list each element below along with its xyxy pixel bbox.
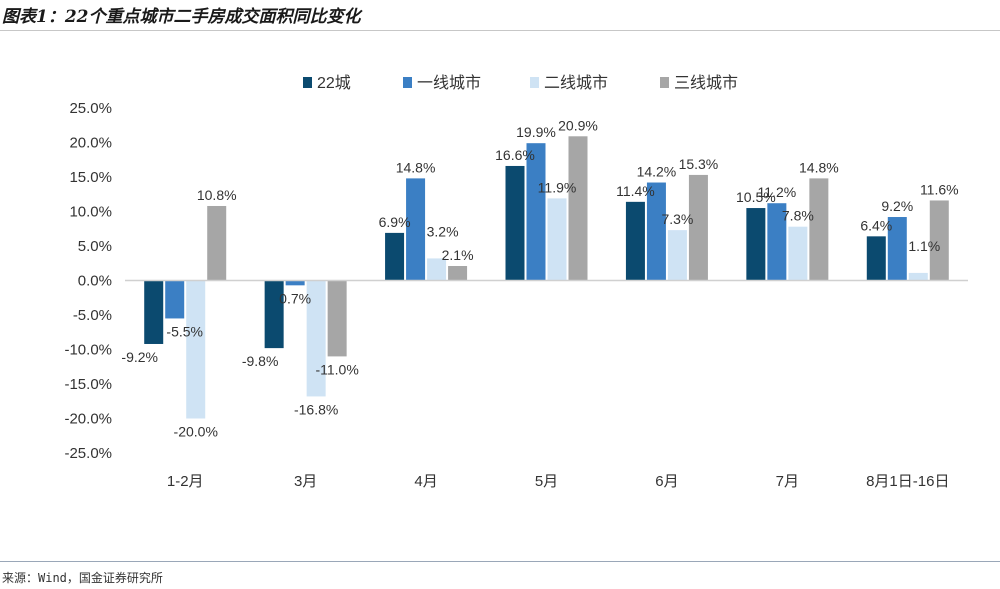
data-label: 10.8% (197, 187, 237, 203)
y-tick-label: 15.0% (69, 169, 112, 186)
x-tick-label: 1-2月 (167, 473, 204, 490)
y-tick-label: 0.0% (78, 273, 112, 290)
y-tick-label: -5.0% (73, 307, 112, 324)
bar (568, 136, 588, 281)
y-tick-label: 5.0% (78, 238, 112, 255)
figure-title: 图表1：22个重点城市二手房成交面积同比变化 (2, 7, 361, 27)
data-label: 11.9% (538, 179, 577, 195)
data-label: 0.7% (279, 290, 311, 306)
x-tick-label: 4月 (414, 473, 437, 490)
data-label: 6.4% (860, 217, 892, 233)
legend-swatch (530, 77, 539, 88)
bar (887, 217, 907, 281)
data-label-group: -9.2% -9.8% 6.9% 16.6% 11.4% 10.5% 6.4% -5.5% 0.… (121, 117, 958, 439)
data-label: 19.9% (516, 124, 556, 140)
data-label: 11.2% (758, 184, 797, 200)
bar (207, 205, 227, 281)
y-tick-label: -20.0% (64, 411, 112, 428)
legend-label: 22城 (317, 74, 351, 92)
bar (767, 203, 787, 281)
y-tick-label: -10.0% (64, 342, 112, 359)
data-label: 14.8% (396, 159, 436, 175)
data-label: 14.8% (799, 159, 839, 175)
bar (667, 230, 687, 281)
data-label: 11.4% (616, 183, 655, 199)
bar (505, 165, 525, 281)
legend-swatch (660, 77, 669, 88)
x-tick-label: 5月 (535, 473, 558, 490)
source-note: 来源：Wind，国金证券研究所 (2, 571, 163, 585)
bar (688, 174, 708, 281)
x-axis: 1-2月 3月 4月 5月 6月 7月 8月1日-16日 (125, 279, 968, 490)
bar (327, 280, 347, 357)
data-label: 14.2% (637, 164, 677, 180)
bar-chart: 22城 一线城市 二线城市 三线城市 25.0% 20.0% 15.0% 10.0% 5.0%… (64, 74, 968, 490)
bar (306, 280, 326, 397)
data-label: 6.9% (379, 214, 411, 230)
bar (144, 280, 164, 344)
data-label: 16.6% (495, 147, 535, 163)
bar (406, 178, 426, 281)
data-label: -20.0% (174, 424, 218, 440)
legend-label: 二线城市 (544, 74, 608, 92)
data-label: -9.2% (121, 349, 158, 365)
y-tick-label: -25.0% (64, 445, 112, 462)
bar (285, 280, 305, 286)
bar (625, 201, 645, 281)
bar (165, 280, 185, 319)
bar (646, 182, 666, 281)
data-label: -16.8% (294, 401, 338, 417)
bar (809, 178, 829, 281)
y-tick-label: -15.0% (64, 376, 112, 393)
y-axis: 25.0% 20.0% 15.0% 10.0% 5.0% 0.0% -5.0% -10.0% -… (64, 100, 112, 462)
legend-label: 三线城市 (674, 74, 738, 92)
bar (385, 232, 405, 281)
footer-divider (0, 561, 1000, 562)
bar (929, 200, 949, 281)
bar (448, 266, 468, 281)
bar (746, 208, 766, 281)
x-tick-label: 6月 (655, 473, 678, 490)
bar (427, 258, 447, 281)
data-label: -5.5% (166, 323, 203, 339)
x-tick-label: 7月 (776, 473, 799, 490)
x-tick-label: 8月1日-16日 (866, 473, 949, 490)
data-label: 11.6% (920, 181, 959, 197)
bar (264, 280, 284, 349)
data-label: 7.3% (661, 211, 693, 227)
data-label: 9.2% (881, 198, 913, 214)
title-divider (0, 30, 1000, 31)
legend-label: 一线城市 (417, 74, 481, 92)
bar (788, 226, 808, 281)
bar (866, 236, 886, 281)
data-label: 10.5% (736, 189, 776, 205)
data-label: -9.8% (242, 353, 279, 369)
y-tick-label: 25.0% (69, 100, 112, 117)
bar (908, 272, 928, 281)
bar (186, 280, 206, 419)
x-tick-label: 3月 (294, 473, 317, 490)
data-label: 3.2% (427, 223, 459, 239)
bar-series-group (144, 136, 949, 419)
data-label: 15.3% (679, 156, 719, 172)
bar (526, 143, 546, 281)
legend-swatch (403, 77, 412, 88)
data-label: 20.9% (558, 117, 598, 133)
data-label: 7.8% (782, 208, 814, 224)
data-label: -11.0% (315, 361, 358, 377)
data-label: 2.1% (442, 247, 474, 263)
chart-legend: 22城 一线城市 二线城市 三线城市 (303, 74, 738, 92)
y-tick-label: 10.0% (69, 204, 112, 221)
legend-swatch (303, 77, 312, 88)
y-tick-label: 20.0% (69, 135, 112, 152)
data-label: 1.1% (908, 238, 940, 254)
bar (547, 198, 567, 281)
